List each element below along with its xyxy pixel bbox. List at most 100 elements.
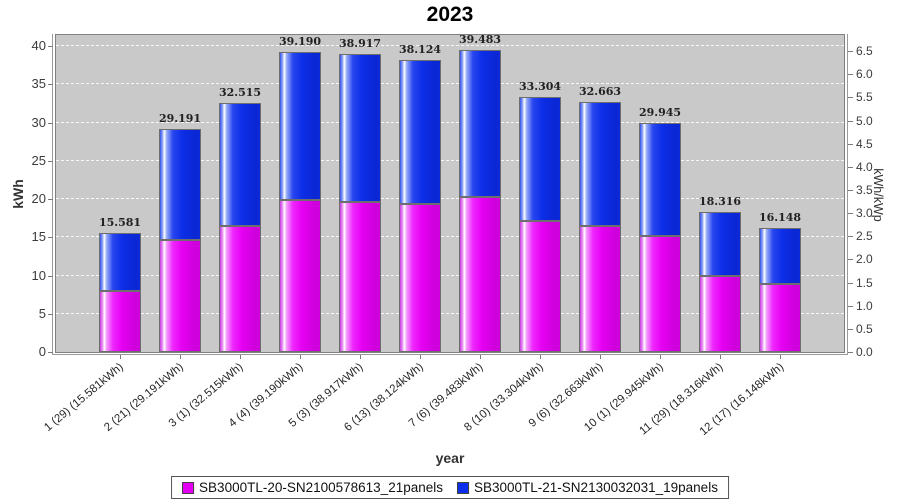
bar-month-3-series-1 bbox=[219, 225, 261, 352]
right-axis-tick-label-1.5: 1.5 bbox=[856, 275, 873, 290]
right-axis-tick-3.5 bbox=[848, 189, 853, 191]
left-axis-line bbox=[52, 34, 53, 354]
bar-month-6-series-2 bbox=[399, 60, 441, 204]
bar-value-label-2: 29.191 bbox=[158, 111, 202, 125]
left-axis-tick-20 bbox=[48, 199, 53, 200]
legend-swatch-1 bbox=[182, 481, 195, 494]
right-axis-tick-label-6.5: 6.5 bbox=[856, 44, 873, 59]
right-axis-tick-4.5 bbox=[848, 143, 853, 145]
right-axis-tick-label-5.5: 5.5 bbox=[856, 90, 873, 105]
x-axis-tick-7 bbox=[480, 355, 481, 359]
legend-swatch-2 bbox=[457, 481, 469, 494]
bar-value-label-10: 29.945 bbox=[638, 105, 682, 119]
bar-month-5-series-1 bbox=[339, 202, 381, 352]
legend: SB3000TL-20-SN2100578613_21panels SB3000T… bbox=[171, 476, 729, 499]
left-axis-tick-label-20: 20 bbox=[31, 191, 46, 206]
bottom-axis-line bbox=[52, 354, 848, 355]
bar-month-3-series-2 bbox=[219, 103, 261, 226]
bar-month-8-series-1 bbox=[519, 221, 561, 352]
left-axis-tick-label-0: 0 bbox=[38, 344, 46, 359]
bar-month-2-series-1 bbox=[159, 239, 201, 352]
x-axis-tick-8 bbox=[540, 355, 541, 359]
bar-month-6-series-1 bbox=[399, 203, 441, 352]
right-axis-tick-1.0 bbox=[848, 305, 853, 307]
x-axis-title: year bbox=[435, 450, 465, 466]
right-axis-tick-label-3.5: 3.5 bbox=[856, 182, 873, 197]
gridline-30 bbox=[56, 121, 844, 123]
right-axis-tick-2.5 bbox=[848, 236, 853, 238]
x-axis-tick-2 bbox=[180, 355, 181, 359]
bar-month-2-series-2 bbox=[159, 128, 201, 240]
right-axis-tick-label-1.0: 1.0 bbox=[856, 298, 873, 313]
left-axis-tick-10 bbox=[48, 275, 53, 277]
right-axis-tick-label-0.0: 0.0 bbox=[856, 345, 873, 359]
bar-month-7-series-1 bbox=[459, 197, 501, 352]
bar-month-11-series-2 bbox=[699, 211, 741, 276]
bar-value-label-3: 32.515 bbox=[218, 86, 262, 100]
right-axis-tick-label-5.0: 5.0 bbox=[856, 113, 873, 128]
bar-month-11-series-1 bbox=[699, 275, 741, 352]
chart-title: 2023 bbox=[426, 3, 474, 26]
left-axis-tick-30 bbox=[48, 122, 53, 124]
bar-value-label-11: 18.316 bbox=[698, 194, 742, 208]
left-axis-tick-25 bbox=[48, 160, 53, 162]
gridline-20 bbox=[56, 198, 844, 199]
right-axis-tick-6.5 bbox=[848, 51, 853, 53]
x-axis-tick-3 bbox=[240, 355, 241, 359]
right-axis-tick-3.0 bbox=[848, 213, 853, 215]
bar-month-10-series-1 bbox=[639, 235, 681, 352]
right-axis-tick-5.5 bbox=[848, 97, 853, 99]
bar-month-10-series-2 bbox=[639, 122, 681, 236]
legend-item-label-1: SB3000TL-20-SN2100578613_21panels bbox=[199, 480, 443, 495]
x-axis-tick-12 bbox=[780, 355, 781, 359]
right-axis-tick-0.0 bbox=[848, 352, 853, 353]
plot-area: 15.581 29.191 32.515 39.190 38.917 38.124 39.4… bbox=[55, 32, 845, 353]
gridline-35 bbox=[56, 83, 844, 85]
legend-item-label-2: SB3000TL-21-SN2130032031_19panels bbox=[474, 480, 718, 495]
right-axis-tick-label-6.0: 6.0 bbox=[856, 67, 873, 82]
legend-item-1: SB3000TL-20-SN2100578613_21panels bbox=[182, 480, 443, 495]
bar-month-7-series-2 bbox=[459, 49, 501, 198]
x-axis-tick-5 bbox=[360, 355, 361, 359]
gridline-15 bbox=[56, 236, 844, 238]
right-axis-tick-4.0 bbox=[848, 166, 853, 168]
left-axis-tick-label-40: 40 bbox=[31, 38, 46, 53]
left-axis-tick-label-5: 5 bbox=[38, 305, 46, 321]
x-axis-tick-9 bbox=[600, 355, 601, 359]
right-axis-tick-label-3.0: 3.0 bbox=[856, 206, 873, 221]
x-axis-tick-10 bbox=[660, 355, 661, 359]
bar-month-9-series-2 bbox=[579, 102, 621, 226]
bar-month-5-series-2 bbox=[339, 54, 381, 203]
left-axis-tick-label-30: 30 bbox=[31, 114, 46, 130]
x-axis-tick-6 bbox=[420, 355, 421, 359]
left-axis-tick-40 bbox=[48, 46, 53, 47]
bar-month-9-series-1 bbox=[579, 225, 621, 352]
right-axis-tick-label-2.0: 2.0 bbox=[856, 252, 873, 267]
left-axis-tick-0 bbox=[48, 352, 53, 353]
bar-value-label-7: 39.483 bbox=[458, 32, 502, 46]
right-axis-tick-5.0 bbox=[848, 120, 853, 122]
bar-value-label-8: 33.304 bbox=[518, 80, 562, 94]
left-axis-tick-label-35: 35 bbox=[31, 76, 46, 92]
left-axis-tick-15 bbox=[48, 237, 53, 239]
legend-item-2: SB3000TL-21-SN2130032031_19panels bbox=[457, 480, 718, 495]
left-axis-tick-5 bbox=[48, 313, 53, 315]
bar-month-1-series-2 bbox=[99, 232, 141, 291]
right-axis-tick-1.5 bbox=[848, 282, 853, 284]
x-axis-tick-4 bbox=[300, 355, 301, 359]
right-axis-tick-label-4.0: 4.0 bbox=[856, 159, 873, 174]
right-axis-tick-label-2.5: 2.5 bbox=[856, 229, 873, 244]
right-axis-tick-label-0.5: 0.5 bbox=[856, 321, 873, 336]
bar-value-label-12: 16.148 bbox=[758, 211, 802, 225]
left-axis-tick-label-10: 10 bbox=[31, 267, 46, 283]
bar-month-1-series-1 bbox=[99, 290, 141, 352]
gridline-40 bbox=[56, 45, 844, 46]
right-axis-tick-2.0 bbox=[848, 259, 853, 261]
right-axis-line bbox=[847, 34, 848, 354]
bar-value-label-1: 15.581 bbox=[98, 215, 142, 229]
bar-value-label-6: 38.124 bbox=[398, 43, 442, 57]
gridline-5 bbox=[56, 312, 844, 314]
left-axis-tick-label-15: 15 bbox=[31, 229, 46, 245]
bar-month-12-series-2 bbox=[759, 228, 801, 284]
